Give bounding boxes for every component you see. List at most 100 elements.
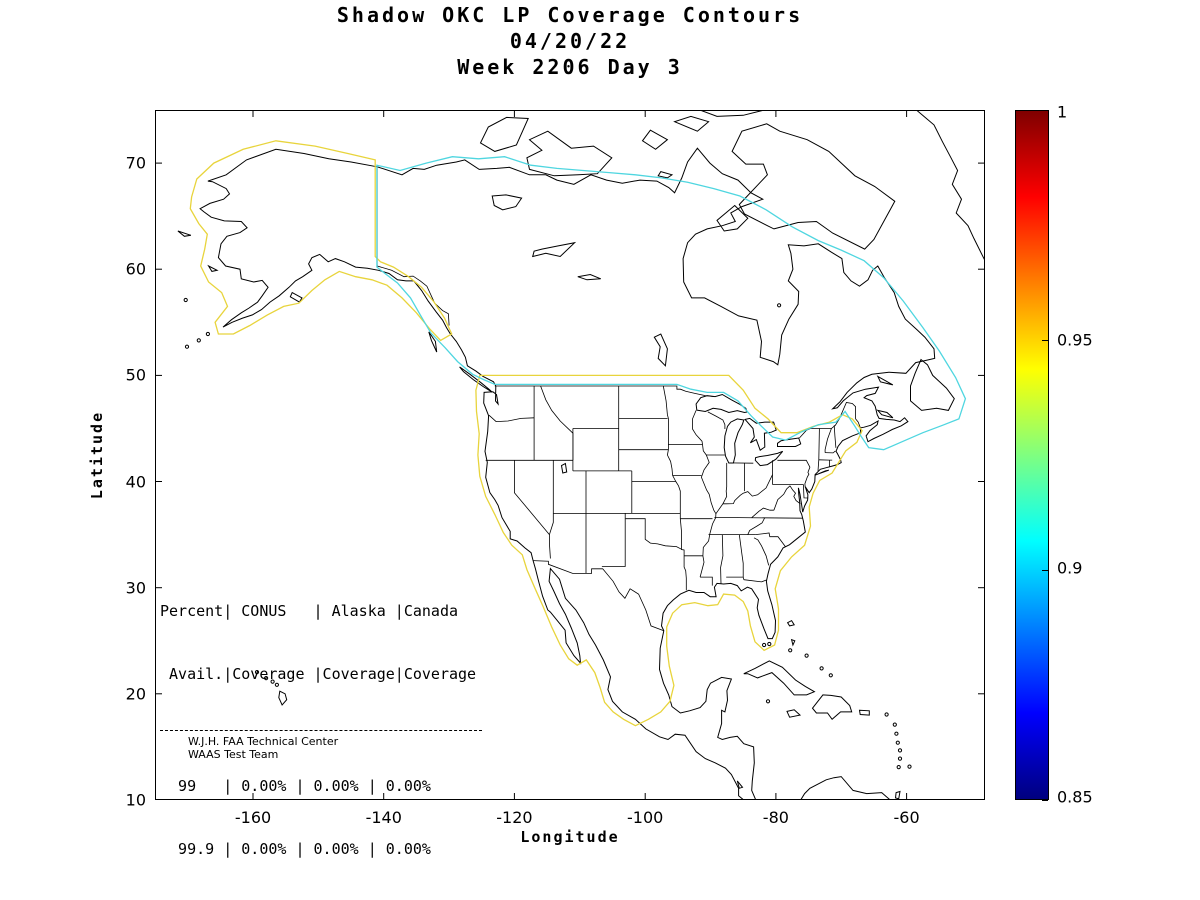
state-border (707, 411, 726, 429)
coverage-table-row-99: 99 | 0.00% | 0.00% | 0.00% (160, 777, 431, 795)
lake-outline (744, 417, 777, 451)
state-border (753, 537, 770, 566)
state-border (494, 385, 714, 397)
state-border (824, 428, 832, 453)
state-border (755, 532, 786, 547)
colorbar (1015, 110, 1049, 800)
credit-line-1: W.J.H. FAA Technical Center (188, 735, 339, 748)
y-tick-label: 10 (125, 790, 146, 810)
coastline-path (786, 709, 802, 718)
small-island (896, 765, 901, 770)
title-line-2: 04/20/22 (509, 29, 631, 53)
small-island (205, 331, 211, 337)
coastline-path (479, 116, 529, 152)
small-island (788, 648, 793, 653)
small-island (264, 676, 269, 681)
coastline-path (814, 469, 829, 476)
small-island (884, 712, 889, 717)
coastline-path (207, 264, 219, 272)
state-border (747, 517, 766, 535)
plot-title: Shadow OKC LP Coverage Contours 04/20/22… (155, 2, 985, 80)
coverage-map-plot (155, 110, 985, 800)
y-tick-label: 50 (125, 365, 146, 385)
lake-outline (754, 450, 784, 467)
lake-outline (723, 418, 745, 464)
coastline-path (289, 291, 303, 303)
lake-outline (653, 333, 668, 367)
colorbar-tick-label-095: 0.95 (1057, 330, 1093, 350)
small-island (777, 303, 782, 308)
lake-outline (777, 437, 802, 447)
coastline-path (716, 204, 749, 232)
coverage-table-separator (160, 730, 482, 731)
x-tick-label: -120 (496, 808, 533, 827)
small-island (274, 682, 280, 687)
state-border (377, 265, 450, 326)
credit-line-2: WAAS Test Team (188, 748, 279, 761)
state-border (662, 385, 669, 419)
coastline-path (743, 660, 816, 696)
small-island (907, 764, 912, 769)
coastline-path (641, 129, 669, 150)
coastline-path (915, 110, 985, 261)
axis-ticks (155, 110, 985, 800)
coverage-contour-conus_alaska_contour (189, 140, 453, 342)
state-border (700, 576, 713, 586)
credit-annotation: W.J.H. FAA Technical Center WAAS Test Te… (188, 735, 338, 761)
coverage-table-row-99-9: 99.9 | 0.00% | 0.00% | 0.00% (160, 840, 431, 858)
state-border (722, 462, 728, 504)
small-island (196, 338, 201, 343)
small-island (897, 756, 903, 761)
small-island (828, 673, 833, 678)
colorbar-tick-mark (1042, 110, 1048, 111)
coastline-path (786, 619, 795, 627)
title-line-3: Week 2206 Day 3 (457, 55, 683, 79)
coverage-contour-conus_alaska_contour (475, 374, 863, 727)
plot-box (155, 110, 985, 800)
state-border (692, 410, 717, 578)
lake-outline (695, 393, 748, 414)
state-border (743, 579, 767, 583)
state-border (773, 485, 791, 511)
state-border (675, 481, 681, 519)
coastline-path (894, 790, 901, 800)
small-island (254, 670, 260, 675)
coastline-path (800, 776, 892, 800)
small-island (804, 653, 809, 658)
title-line-1: Shadow OKC LP Coverage Contours (336, 3, 804, 27)
state-border (488, 414, 535, 423)
state-border (789, 485, 801, 505)
y-tick-label: 40 (125, 472, 146, 492)
colorbar-tick-label-09: 0.9 (1057, 558, 1083, 578)
coverage-table-header-2: Avail.|Coverage |Coverage|Coverage (160, 665, 477, 683)
x-tick-label: -60 (893, 808, 920, 827)
small-island (767, 641, 772, 647)
coastline-path (698, 110, 767, 117)
colorbar-tick-mark (1042, 340, 1048, 341)
y-tick-label: 20 (125, 684, 146, 704)
state-border (825, 450, 836, 454)
coastline-path (811, 694, 853, 721)
colorbar-tick-mark (1042, 570, 1048, 571)
coverage-table-header-1: Percent| CONUS | Alaska |Canada (160, 602, 459, 620)
state-border (833, 425, 837, 448)
state-border (803, 484, 809, 499)
coastline-path (910, 358, 955, 411)
x-tick-label: -140 (365, 808, 402, 827)
x-axis-label: Longitude (520, 828, 620, 846)
state-border (533, 560, 664, 632)
coastline-path (278, 690, 288, 706)
state-border (714, 517, 803, 519)
colorbar-tick-label-1: 1 (1057, 102, 1068, 122)
coastline-path (459, 366, 493, 393)
lake-outline (577, 273, 601, 281)
state-border (777, 459, 811, 488)
state-border (817, 428, 820, 471)
coastline-path (673, 115, 710, 132)
x-tick-label: -80 (762, 808, 789, 827)
small-island (270, 679, 275, 684)
state-border (720, 534, 724, 585)
x-tick-label: -160 (234, 808, 272, 827)
small-island (819, 666, 824, 671)
